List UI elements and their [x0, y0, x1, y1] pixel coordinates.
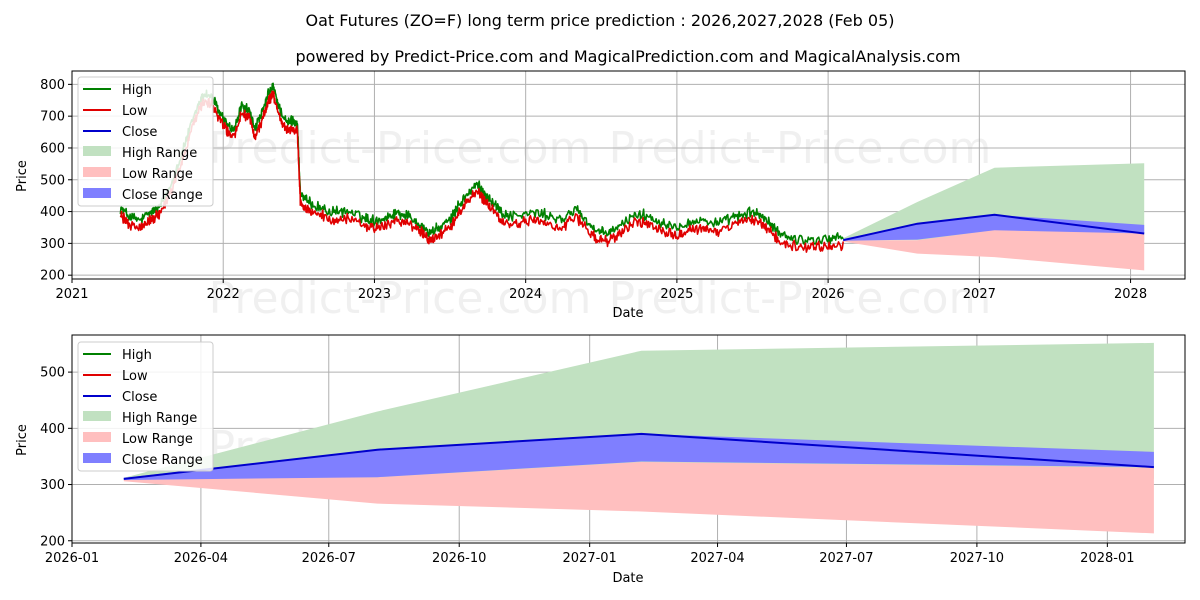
top-x-tick-label: 2025 [660, 287, 693, 302]
legend-frame [77, 341, 214, 472]
bottom-x-tick-label: 2027-10 [950, 551, 1004, 566]
bottom-x-tick-label: 2027-01 [563, 551, 617, 566]
top-watermarks: Predict-Price.com Predict-Price.com Pred… [209, 123, 992, 324]
watermark: Predict-Price.com [209, 123, 592, 174]
bottom-x-tick-label: 2027-04 [690, 551, 744, 566]
top-low-range-band [843, 230, 1145, 271]
bottom-x-tick-label: 2027-07 [819, 551, 873, 566]
bottom-x-tick-label: 2028-01 [1080, 551, 1134, 566]
bottom-x-axis-label: Date [612, 571, 643, 586]
bottom-y-tick-label: 500 [40, 366, 65, 381]
top-low-history-line [119, 90, 844, 253]
legend-low-range-swatch [83, 432, 111, 442]
bottom-close-range-band [123, 433, 1154, 480]
top-x-tick-label: 2021 [55, 287, 88, 302]
legend-high-label: High [122, 83, 152, 98]
watermark: Predict-Price.com [609, 123, 992, 174]
top-plot-area [119, 82, 1145, 271]
top-legend: High Low Close High Range Low Range Clos… [77, 76, 214, 207]
top-x-axis-label: Date [612, 306, 643, 321]
legend-close-range-swatch [83, 453, 111, 463]
top-y-tick-label: 500 [40, 173, 65, 188]
bottom-y-tick-label: 400 [40, 422, 65, 437]
legend-high-label: High [122, 348, 152, 363]
top-x-tick-label: 2026 [812, 287, 845, 302]
legend-low-label: Low [122, 369, 148, 384]
legend-low-range-swatch [83, 167, 111, 177]
top-y-tick-label: 700 [40, 110, 65, 125]
bottom-y-tick-label: 200 [40, 534, 65, 549]
legend-close-label: Close [122, 390, 157, 405]
chart-title: Oat Futures (ZO=F) long term price predi… [306, 11, 895, 30]
bottom-close-forecast-line [123, 432, 1154, 480]
top-axes-frame [71, 70, 1186, 280]
bottom-y-tick-label: 300 [40, 478, 65, 493]
watermark: Predict-Price.com [609, 273, 992, 324]
top-high-history-line [119, 82, 844, 245]
legend-high-range-swatch [83, 146, 111, 156]
bottom-axis-ticks: 2026-01 2026-04 2026-07 2026-10 2027-01 2027-… [40, 366, 1134, 566]
top-y-axis-label: Price [15, 160, 30, 192]
legend-close-range-label: Close Range [122, 188, 203, 203]
top-y-tick-label: 200 [40, 269, 65, 284]
top-close-range-band [843, 214, 1145, 241]
top-y-tick-label: 400 [40, 205, 65, 220]
top-x-tick-label: 2024 [509, 287, 542, 302]
bottom-x-tick-label: 2026-01 [45, 551, 99, 566]
chart-subtitle: powered by Predict-Price.com and Magical… [295, 47, 960, 66]
legend-low-range-label: Low Range [122, 432, 193, 447]
top-y-tick-label: 300 [40, 237, 65, 252]
bottom-panel: Predict-Price.com Predict-Price.com 2026… [15, 334, 1186, 586]
top-x-tick-label: 2027 [963, 287, 996, 302]
bottom-x-tick-label: 2026-07 [302, 551, 356, 566]
legend-low-range-label: Low Range [122, 167, 193, 182]
bottom-axes-frame [71, 334, 1186, 544]
bottom-y-axis-label: Price [15, 424, 30, 456]
legend-close-label: Close [122, 125, 157, 140]
legend-high-range-label: High Range [122, 411, 197, 426]
top-x-tick-label: 2028 [1114, 287, 1147, 302]
top-panel: Predict-Price.com Predict-Price.com Pred… [15, 70, 1186, 324]
legend-high-range-swatch [83, 411, 111, 421]
top-x-tick-label: 2022 [207, 287, 240, 302]
bottom-x-tick-label: 2026-10 [432, 551, 486, 566]
top-y-tick-label: 600 [40, 141, 65, 156]
legend-low-label: Low [122, 104, 148, 119]
top-close-forecast-line [842, 213, 1145, 242]
top-y-tick-label: 800 [40, 78, 65, 93]
bottom-plot-area [123, 342, 1154, 534]
top-axis-ticks: 2021 2022 2023 2024 2025 2026 2027 2028 200 300 40… [40, 78, 1147, 302]
legend-close-range-swatch [83, 188, 111, 198]
bottom-low-range-band [123, 462, 1154, 534]
legend-high-range-label: High Range [122, 146, 197, 161]
top-x-tick-label: 2023 [358, 287, 391, 302]
legend-close-range-label: Close Range [122, 453, 203, 468]
watermark: Predict-Price.com [209, 273, 592, 324]
bottom-legend: High Low Close High Range Low Range Clos… [77, 341, 214, 472]
legend-frame [77, 76, 214, 207]
bottom-x-tick-label: 2026-04 [174, 551, 228, 566]
